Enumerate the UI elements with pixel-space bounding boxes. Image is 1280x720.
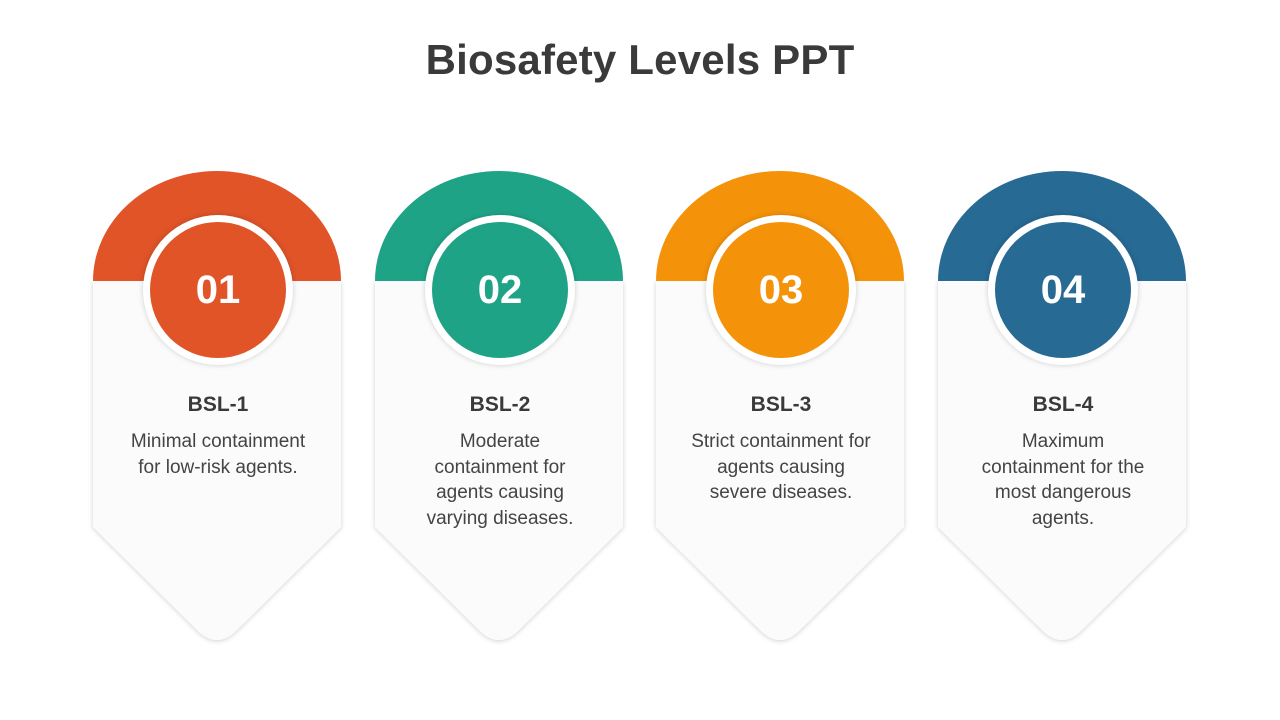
- card-bsl-2: 02 BSL-2 Moderate containment for agents…: [370, 165, 630, 650]
- card-bsl-1: 01 BSL-1 Minimal containment for low-ris…: [88, 165, 348, 650]
- badge: 01: [143, 215, 293, 365]
- slide-title: Biosafety Levels PPT: [425, 36, 855, 83]
- level-title: BSL-3: [750, 393, 812, 416]
- badge-number: 03: [713, 222, 849, 358]
- card-bsl-3: 03 BSL-3 Strict containment for agents c…: [651, 165, 911, 650]
- badge-number: 04: [995, 222, 1131, 358]
- level-description: Minimal containment for low-risk agents.: [130, 431, 306, 478]
- badge: 04: [988, 215, 1138, 365]
- badge-number: 01: [150, 222, 286, 358]
- badge: 03: [706, 215, 856, 365]
- badge: 02: [425, 215, 575, 365]
- level-description: Strict containment for agents causing se…: [691, 431, 871, 503]
- level-title: BSL-1: [187, 393, 249, 416]
- level-description: Maximum containment for the most dangero…: [981, 431, 1145, 529]
- card-bsl-4: 04 BSL-4 Maximum containment for the mos…: [933, 165, 1193, 650]
- level-title: BSL-2: [469, 393, 531, 416]
- badge-number: 02: [432, 222, 568, 358]
- level-description: Moderate containment for agents causing …: [426, 431, 574, 529]
- level-title: BSL-4: [1032, 393, 1094, 416]
